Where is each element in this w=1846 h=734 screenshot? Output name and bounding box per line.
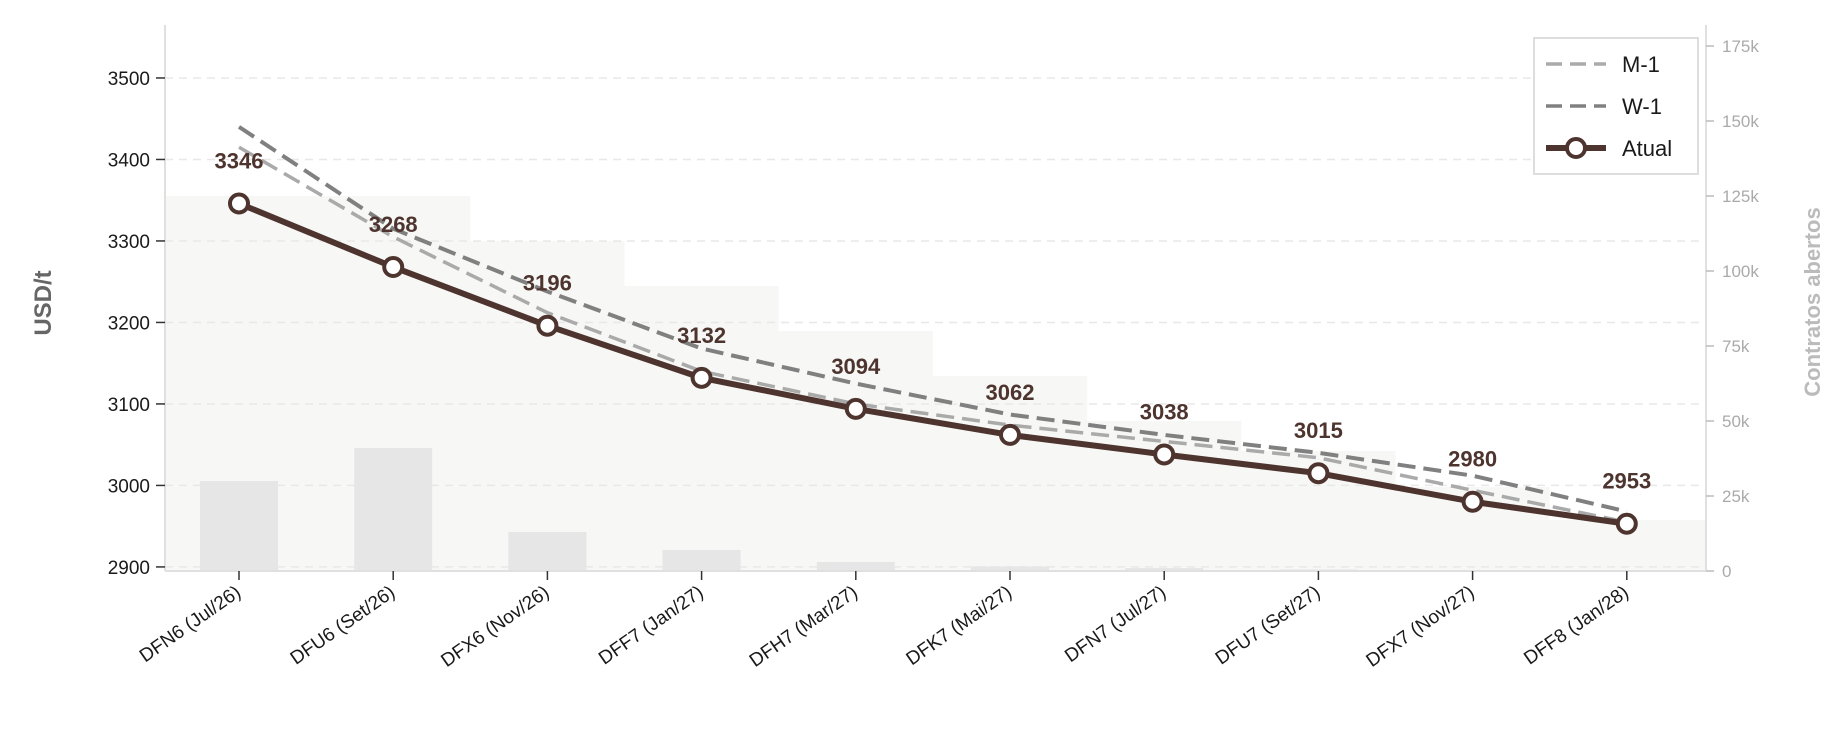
y2-tick-label: 175k [1722, 37, 1759, 56]
y-tick-label: 3400 [108, 150, 150, 171]
y-tick-label: 3500 [108, 69, 150, 90]
data-point [1307, 462, 1330, 485]
y-tick-label: 3100 [108, 395, 150, 416]
y-tick-label: 3200 [108, 313, 150, 334]
y2-tick-label: 25k [1722, 487, 1750, 506]
legend-label: M-1 [1622, 52, 1660, 77]
data-point [1153, 443, 1176, 466]
data-point [844, 397, 867, 420]
y2-tick-label: 50k [1722, 412, 1750, 431]
data-label: 3062 [986, 380, 1035, 405]
y-axis-title: USD/t [30, 270, 57, 335]
data-point [1461, 490, 1484, 513]
x-tick-label: DFX7 (Nov/27) [1363, 582, 1479, 672]
data-point [382, 256, 405, 279]
data-label: 3038 [1140, 399, 1189, 424]
series-line-w-1 [237, 125, 1628, 514]
y-tick-label: 3000 [108, 476, 150, 497]
data-point [690, 366, 713, 389]
data-point [1615, 512, 1638, 535]
x-tick-label: DFU7 (Set/27) [1212, 582, 1324, 669]
y2-tick-label: 100k [1722, 262, 1759, 281]
data-point [536, 314, 559, 337]
open-interest-bars [200, 448, 1666, 571]
y2-tick-label: 150k [1722, 112, 1759, 131]
series-line-m-1 [238, 145, 1628, 524]
open-interest-bar [662, 550, 741, 571]
y2-axis-title: Contratos abertos [1800, 207, 1825, 396]
y-tick-label: 2900 [108, 558, 150, 579]
open-interest-bar [1125, 568, 1204, 571]
data-point [228, 192, 250, 215]
series-line-atual [237, 200, 1628, 527]
y2-tick-label: 125k [1722, 187, 1759, 206]
series-layer [228, 125, 1638, 535]
data-label: 3268 [369, 212, 418, 237]
y2-tick-label: 75k [1722, 337, 1750, 356]
x-tick-label: DFH7 (Mar/27) [746, 582, 862, 672]
data-label: 3346 [215, 148, 264, 173]
open-interest-bar [354, 448, 433, 571]
legend-label: Atual [1622, 136, 1672, 161]
x-tick-label: DFN6 (Jul/26) [136, 582, 245, 667]
legend-marker [1565, 137, 1587, 159]
legend: M-1 W-1 Atual [1533, 37, 1699, 175]
open-interest-bar [200, 481, 278, 571]
y-tick-label: 3300 [108, 232, 150, 253]
open-interest-bar [816, 562, 895, 571]
x-tick-label: DFF8 (Jan/28) [1520, 582, 1632, 669]
data-label: 3132 [677, 323, 726, 348]
data-label: 3196 [523, 271, 572, 296]
x-tick-label: DFX6 (Nov/26) [437, 582, 553, 672]
data-label: 3094 [831, 354, 881, 379]
open-interest-bar [971, 566, 1049, 571]
legend-label: W-1 [1622, 94, 1662, 119]
data-point [999, 423, 1021, 446]
x-tick-label: DFN7 (Jul/27) [1061, 582, 1170, 667]
data-label: 3015 [1294, 418, 1343, 443]
x-tick-label: DFU6 (Set/26) [287, 582, 399, 669]
y2-tick-label: 0 [1722, 562, 1731, 581]
data-label: 2953 [1602, 469, 1651, 494]
x-tick-label: DFK7 (Mai/27) [903, 582, 1016, 670]
open-interest-bar [508, 532, 587, 571]
data-label: 2980 [1448, 447, 1497, 472]
x-tick-label: DFF7 (Jan/27) [595, 582, 707, 669]
data-labels: 3346 3268 3196 3132 3094 3062 3038 3015 2980 2953 [215, 148, 1652, 493]
